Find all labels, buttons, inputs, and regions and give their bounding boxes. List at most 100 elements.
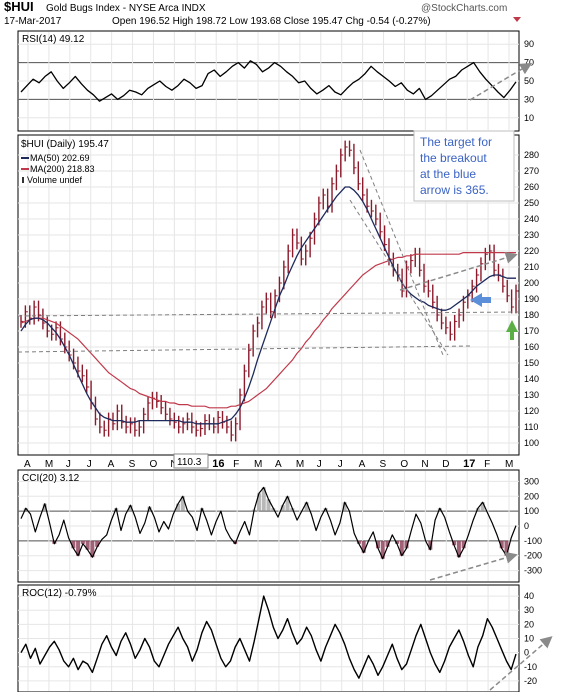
rsi-label: RSI(14) 49.12 xyxy=(22,34,85,45)
annotation-line-3: at the blue xyxy=(420,167,476,181)
y-tick-label: 30 xyxy=(524,605,534,615)
y-tick-label: 170 xyxy=(524,326,539,336)
quote-line: Open 196.52 High 198.72 Low 193.68 Close… xyxy=(112,16,431,27)
x-tick-label: A xyxy=(275,459,282,470)
x-tick-label: J xyxy=(338,459,343,470)
x-tick-label: A xyxy=(108,459,115,470)
green-up-arrow-icon xyxy=(506,320,518,340)
y-tick-label: 160 xyxy=(524,342,539,352)
cci-divergence-arrow xyxy=(429,551,518,581)
low-callout-box xyxy=(173,453,209,469)
y-tick-label: -300 xyxy=(524,566,542,576)
x-tick-label: 17 xyxy=(463,458,475,470)
rsi-divergence-arrow xyxy=(469,62,533,101)
cci-oversold-fill xyxy=(452,540,457,546)
cci-oversold-fill xyxy=(90,540,95,558)
y-tick-label: 0 xyxy=(524,648,529,658)
cci-oversold-fill xyxy=(356,540,361,544)
cci-oversold-fill xyxy=(380,540,385,559)
roc-line xyxy=(20,595,517,679)
x-tick-label: O xyxy=(149,459,157,470)
y-tick-label: 240 xyxy=(524,214,539,224)
cci-line xyxy=(20,486,517,560)
y-tick-label: -10 xyxy=(524,662,537,672)
cci-oversold-fill xyxy=(428,540,433,550)
down-caret-icon xyxy=(513,17,521,22)
cci-oversold-fill xyxy=(499,540,504,549)
symbol-title: $HUI xyxy=(4,0,34,14)
x-tick-label: J xyxy=(317,459,322,470)
x-tick-label: S xyxy=(129,459,136,470)
price-target-arrow xyxy=(399,252,518,291)
cci-overbought-fill xyxy=(42,503,47,512)
cci-label: CCI(20) 3.12 xyxy=(22,473,80,484)
cci-oversold-fill xyxy=(385,540,390,547)
cci-overbought-fill xyxy=(147,506,152,512)
cci-overbought-fill xyxy=(304,502,309,512)
roc-label: ROC(12) -0.79% xyxy=(22,588,97,599)
y-tick-label: -20 xyxy=(524,676,537,686)
annotation-line-4: arrow is 365. xyxy=(420,183,489,197)
cci-oversold-fill xyxy=(456,540,461,558)
y-tick-label: 110 xyxy=(524,422,538,432)
watermark: @StockCharts.com xyxy=(421,3,507,14)
y-tick-label: 200 xyxy=(524,278,539,288)
y-tick-label: 150 xyxy=(524,358,539,368)
x-tick-label: S xyxy=(380,459,387,470)
x-tick-label: A xyxy=(359,459,366,470)
cci-overbought-fill xyxy=(480,502,485,512)
cci-overbought-fill xyxy=(266,499,271,512)
low-callout: 110.3 xyxy=(177,457,202,468)
ma200-legend: MA(200) 218.83 xyxy=(30,164,95,174)
cci-overbought-fill xyxy=(280,505,285,512)
cci-oversold-fill xyxy=(95,540,100,547)
x-tick-label: 16 xyxy=(212,458,224,470)
y-tick-label: 120 xyxy=(524,406,539,416)
y-tick-label: 230 xyxy=(524,230,539,240)
x-tick-label: M xyxy=(254,459,262,470)
cci-oversold-fill xyxy=(404,540,409,549)
y-tick-label: 220 xyxy=(524,246,539,256)
x-tick-label: M xyxy=(45,459,53,470)
x-tick-label: N xyxy=(421,459,428,470)
volume-icon xyxy=(22,177,24,183)
annotation-box xyxy=(413,130,515,202)
cci-overbought-fill xyxy=(176,503,181,512)
y-tick-label: 10 xyxy=(524,634,534,644)
cci-overbought-fill xyxy=(285,496,290,512)
y-tick-label: 50 xyxy=(524,76,534,86)
rsi-line xyxy=(20,60,517,102)
cci-oversold-fill xyxy=(461,540,466,549)
cci-oversold-fill xyxy=(76,540,81,556)
y-tick-label: -200 xyxy=(524,551,542,561)
y-tick-label: 0 xyxy=(524,521,529,531)
y-tick-label: 100 xyxy=(524,438,539,448)
cci-overbought-fill xyxy=(128,505,133,512)
cci-overbought-fill xyxy=(180,496,185,512)
y-tick-label: 200 xyxy=(524,491,539,501)
cci-oversold-fill xyxy=(375,540,380,549)
y-tick-label: 190 xyxy=(524,294,539,304)
x-tick-label: M xyxy=(296,459,304,470)
annotation-line-2: the breakout xyxy=(420,151,487,165)
cci-oversold-fill xyxy=(85,540,90,550)
y-tick-label: 280 xyxy=(524,150,539,160)
annotation-line-1: The target for xyxy=(420,135,492,149)
x-tick-label: F xyxy=(484,459,490,470)
x-tick-label: J xyxy=(66,459,71,470)
cci-overbought-fill xyxy=(271,508,276,512)
ma50-line xyxy=(20,186,516,425)
x-tick-label: A xyxy=(24,459,31,470)
y-tick-label: 130 xyxy=(524,390,539,400)
y-tick-label: 270 xyxy=(524,166,539,176)
y-tick-label: 40 xyxy=(524,591,534,601)
y-tick-label: 70 xyxy=(524,58,534,68)
index-name: Gold Bugs Index - NYSE Arca INDX xyxy=(46,3,206,14)
x-tick-label: J xyxy=(87,459,92,470)
cci-overbought-fill xyxy=(256,493,261,512)
channel-upper-line xyxy=(359,149,444,356)
y-tick-label: -100 xyxy=(524,536,542,546)
cci-oversold-fill xyxy=(395,540,400,544)
